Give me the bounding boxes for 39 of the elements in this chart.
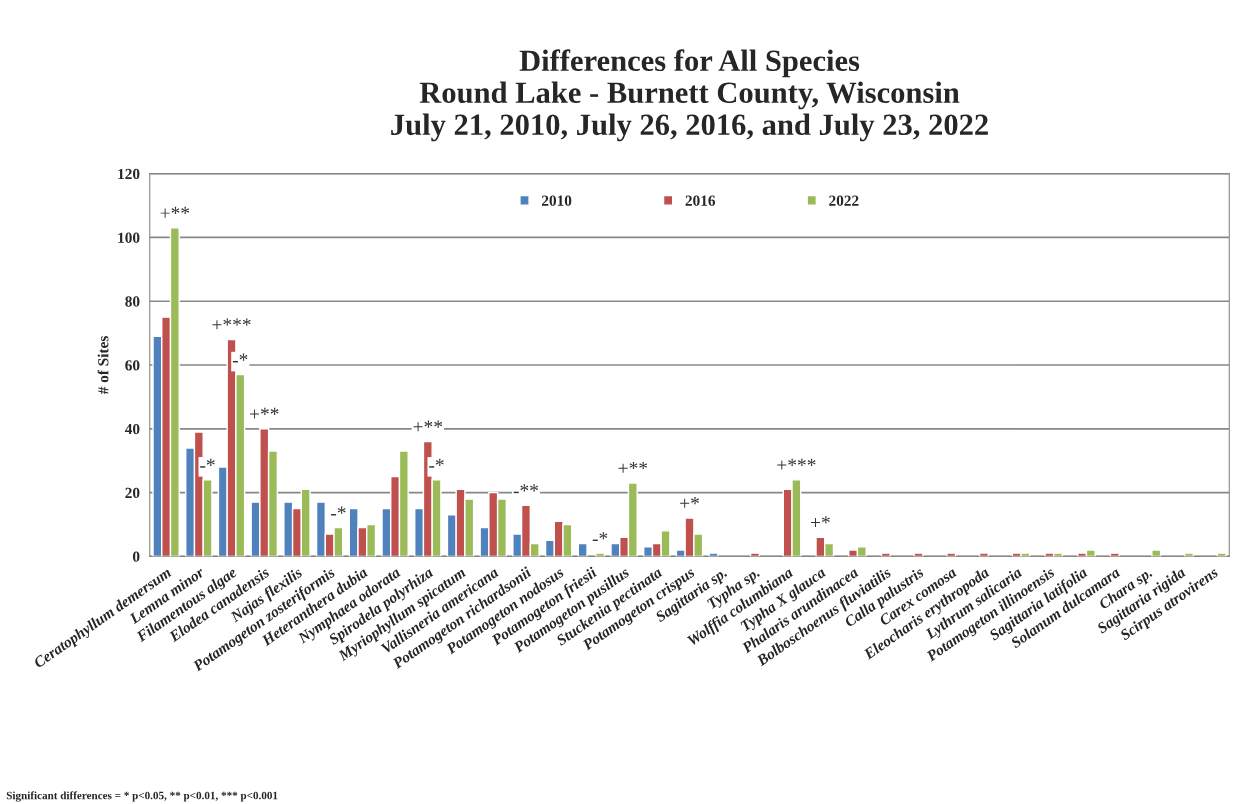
legend-label: 2010 [541,195,572,206]
annotation: -* [592,532,608,542]
bar [1216,552,1227,557]
annotation: -** [513,484,538,494]
y-tick-label: 0 [132,551,140,562]
bar [880,552,891,557]
annotation: +** [250,407,279,419]
bar [1109,552,1120,557]
annotation: +** [413,420,443,432]
bar [1151,549,1162,557]
y-tick-label: 120 [118,168,140,180]
annotation: +* [680,497,699,508]
y-tick-label: 40 [124,423,140,435]
y-tick-label: 20 [125,487,140,499]
bar [1183,552,1194,557]
annotation: +*** [212,318,251,330]
text: Significant differences = * p<0.05, ** p<0.01, *** p<0.001 [6,791,278,802]
y-tick-label: 80 [125,296,140,307]
y-tick-label: 60 [125,360,140,371]
bar [978,552,989,557]
bar [913,552,924,557]
annotation: +* [811,516,830,527]
annotation: +** [618,461,648,473]
bar [577,542,588,557]
legend-label: 2016 [685,195,716,206]
annotation: +** [160,206,190,218]
chart-title: Differences for All Species Round Lake - Burnett County, Wisconsin July 21, 2010, July 26, 2016, and July 23, 2022 [391,49,988,142]
legend-label: 2022 [829,195,859,206]
annotation: -* [331,506,346,516]
bar [749,552,761,557]
bar [946,552,957,557]
y-axis-title: # of Sites [97,336,109,395]
annotation: -* [200,458,215,468]
annotation: -* [429,458,444,468]
y-tick-label: 100 [118,232,140,243]
annotation: -* [232,353,248,363]
annotation: +*** [777,458,816,470]
bar [708,552,719,557]
bar [595,552,606,557]
